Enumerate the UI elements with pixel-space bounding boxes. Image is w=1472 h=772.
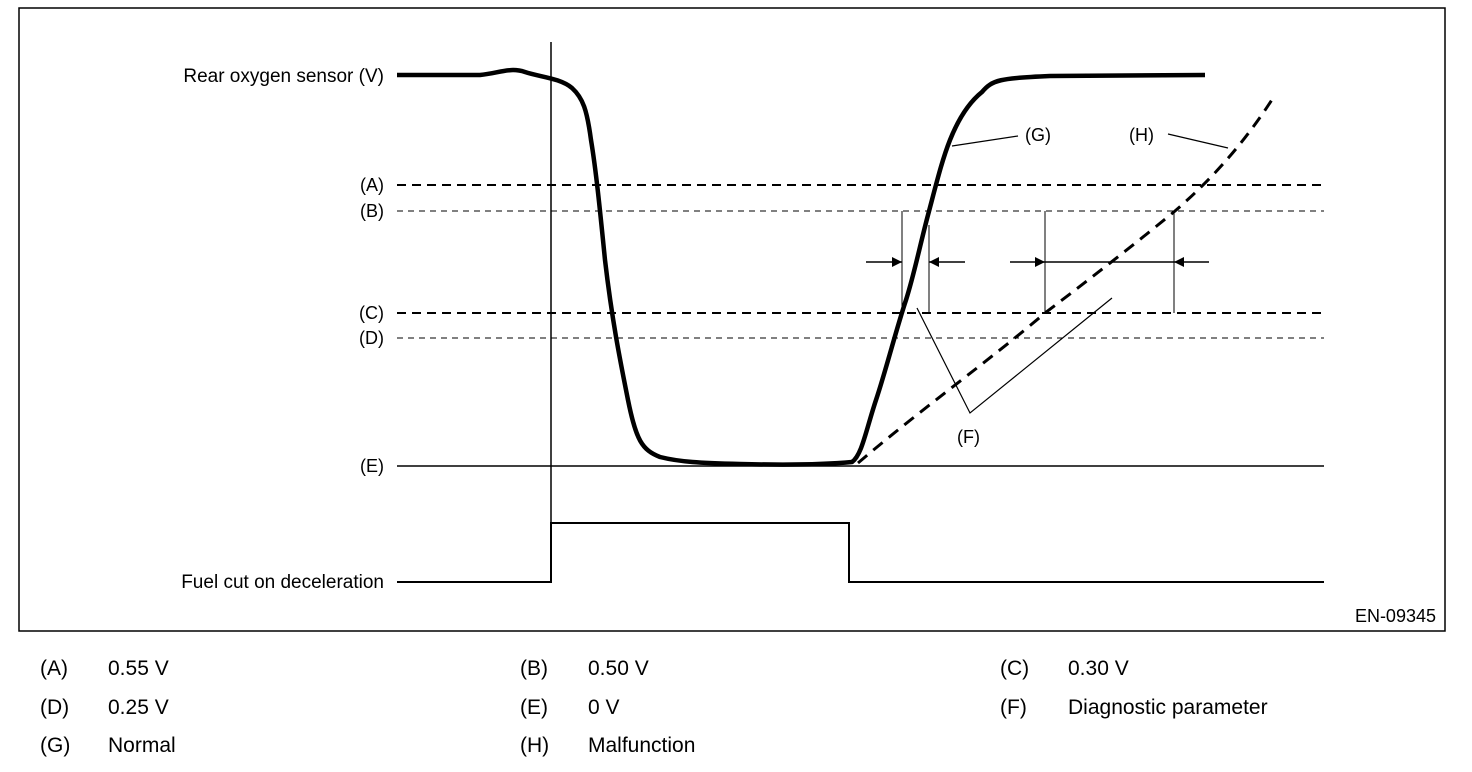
timing-diagram: Rear oxygen sensor (V) (A) (B) (C) (D) (… xyxy=(18,7,1446,632)
legend-text: 0.30 V xyxy=(1068,657,1129,680)
normal-callout: (G) xyxy=(1025,125,1051,145)
legend-key: (G) xyxy=(40,734,71,757)
diagnostic-callout: (F) xyxy=(957,427,980,447)
diagnostic-leader xyxy=(916,297,1113,414)
rear-sensor-label: Rear oxygen sensor (V) xyxy=(183,66,384,87)
legend-text: 0.50 V xyxy=(588,657,649,680)
legend-text: Diagnostic parameter xyxy=(1068,696,1268,719)
legend-key: (F) xyxy=(1000,696,1027,719)
malfunction-leader xyxy=(1167,133,1229,149)
legend-text: 0 V xyxy=(588,696,620,719)
legend-key: (A) xyxy=(40,657,68,680)
level-label-a: (A) xyxy=(360,175,384,195)
legend-key: (E) xyxy=(520,696,548,719)
normal-leader xyxy=(951,135,1019,147)
legend-key: (D) xyxy=(40,696,70,719)
figure-code: EN-09345 xyxy=(1355,606,1436,626)
malfunction-callout: (H) xyxy=(1129,125,1154,145)
legend-text: 0.25 V xyxy=(108,696,169,719)
level-label-b: (B) xyxy=(360,201,384,221)
legend: (A) 0.55 V (B) 0.50 V (C) 0.30 V (D) 0.2… xyxy=(0,648,1472,768)
legend-text: 0.55 V xyxy=(108,657,169,680)
malfunction-sensor-curve xyxy=(857,94,1277,465)
legend-text: Malfunction xyxy=(588,734,696,757)
legend-key: (H) xyxy=(520,734,550,757)
diagram-frame xyxy=(18,7,1446,632)
level-label-c: (C) xyxy=(359,303,384,323)
normal-sensor-curve xyxy=(397,67,1206,467)
legend-key: (C) xyxy=(1000,657,1030,680)
legend-key: (B) xyxy=(520,657,548,680)
legend-text: Normal xyxy=(108,734,176,757)
fuel-cut-label: Fuel cut on deceleration xyxy=(181,572,384,593)
level-label-e: (E) xyxy=(360,456,384,476)
fuel-cut-signal xyxy=(397,522,1324,583)
level-label-d: (D) xyxy=(359,328,384,348)
